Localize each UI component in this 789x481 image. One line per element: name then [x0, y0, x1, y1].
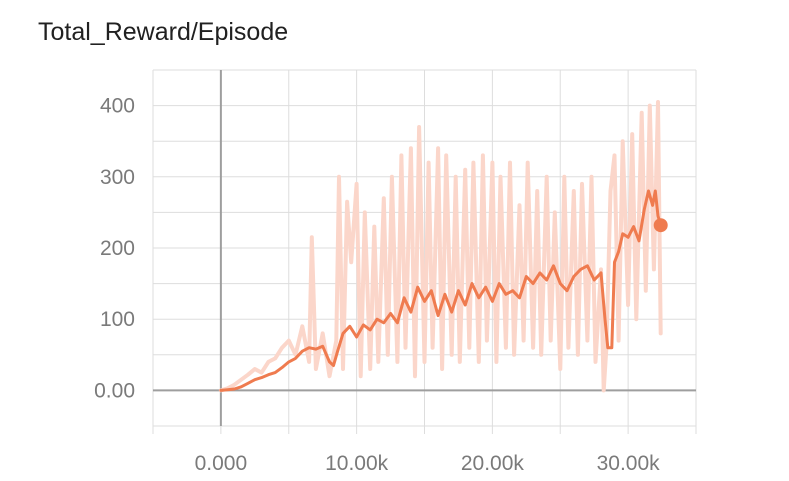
- y-tick-label: 300: [100, 166, 135, 189]
- x-tick-label: 0.000: [195, 452, 248, 475]
- smoothed-series-line: [219, 189, 663, 392]
- x-tick-label: 30.00k: [597, 452, 661, 475]
- x-tick-label: 20.00k: [461, 452, 525, 475]
- x-tick-label: 10.00k: [325, 452, 389, 475]
- series-layer: [218, 100, 668, 393]
- chart-title: Total_Reward/Episode: [38, 18, 289, 46]
- raw-series-line: [218, 100, 663, 393]
- last-value-marker: [653, 218, 668, 233]
- tick-labels: 0.000 10.00k 20.00k 30.00k 0.00 100 200 300 400: [94, 95, 660, 475]
- grid-lines: [152, 69, 697, 434]
- y-tick-label: 200: [100, 237, 135, 260]
- y-tick-label: 400: [100, 95, 135, 118]
- y-tick-label: 0.00: [94, 379, 135, 402]
- y-tick-label: 100: [100, 308, 135, 331]
